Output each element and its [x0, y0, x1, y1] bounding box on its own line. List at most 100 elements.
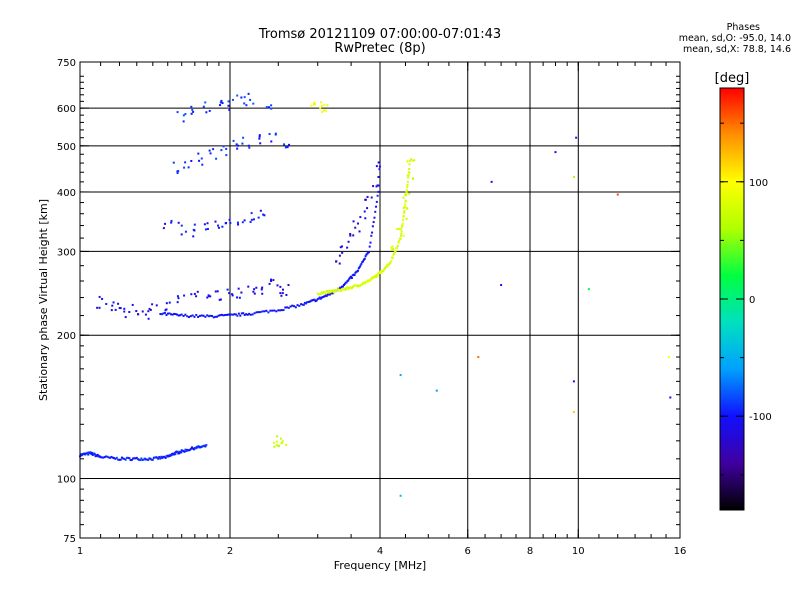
scatter-point — [190, 112, 193, 115]
scatter-point — [221, 225, 224, 228]
trace-point — [375, 273, 378, 276]
scatter-point — [402, 234, 405, 237]
trace-point — [379, 272, 381, 275]
trace-point — [193, 315, 196, 318]
scatter-point — [252, 102, 255, 105]
y-tick-label: 400 — [57, 188, 76, 199]
scatter-point — [399, 228, 402, 231]
trace-point — [99, 456, 102, 459]
colorbar-tick-label: 100 — [749, 178, 768, 189]
trace-point — [307, 301, 310, 304]
scatter-point — [376, 184, 379, 187]
trace-point — [406, 186, 409, 189]
scatter-point — [215, 157, 218, 160]
trace-point — [107, 456, 110, 459]
scatter-point — [375, 165, 378, 168]
trace-point — [328, 293, 331, 296]
x-axis-label: Frequency [MHz] — [334, 559, 426, 572]
trace-point — [310, 299, 313, 302]
scatter-point — [285, 293, 288, 296]
scatter-point — [197, 152, 200, 155]
trace-point — [156, 456, 159, 459]
scatter-point — [270, 104, 273, 107]
trace-point — [103, 456, 106, 459]
scatter-point — [253, 292, 256, 295]
scatter-point — [313, 101, 316, 104]
trace-point — [141, 459, 144, 462]
trace-point — [148, 457, 151, 460]
trace-point — [279, 309, 282, 312]
trace-point — [340, 289, 343, 292]
scatter-point — [250, 212, 253, 215]
scatter-point — [183, 166, 186, 169]
scatter-point — [101, 297, 104, 300]
trace-point — [401, 225, 404, 228]
scatter-point — [237, 223, 240, 226]
trace-point — [160, 313, 163, 316]
scatter-point — [192, 235, 195, 238]
trace-point — [406, 183, 409, 186]
trace-point — [341, 285, 344, 288]
trace-point — [151, 458, 154, 461]
scatter-point — [275, 444, 278, 447]
trace-point — [353, 274, 356, 277]
trace-point — [357, 267, 360, 270]
trace-point — [374, 210, 377, 213]
trace-point — [118, 458, 121, 461]
scatter-point — [268, 282, 271, 285]
scatter-point — [406, 160, 409, 163]
scatter-point — [164, 309, 167, 312]
scatter-point — [235, 143, 238, 146]
x-tick-label: 16 — [674, 546, 687, 557]
colorbar-ticks: 100 0 -100 — [720, 122, 772, 476]
scatter-point — [390, 246, 393, 249]
trace-point — [165, 454, 168, 457]
trace-point — [125, 456, 128, 459]
trace-point — [183, 450, 186, 453]
scatter-point — [98, 295, 101, 298]
trace-point — [187, 316, 190, 319]
scatter-point — [205, 111, 208, 114]
sparse-point — [572, 380, 575, 383]
scatter-point — [177, 221, 180, 224]
trace-point — [361, 283, 364, 286]
trace-point — [375, 200, 378, 203]
scatter-point — [242, 136, 245, 139]
scatter-point — [96, 306, 99, 309]
trace-point — [287, 306, 290, 309]
trace-point — [152, 456, 155, 459]
scatter-point — [226, 288, 229, 291]
scatter-point — [165, 308, 168, 311]
scatter-point — [111, 304, 114, 307]
scatter-point — [270, 140, 273, 143]
trace-point — [100, 456, 103, 459]
scatter-point — [378, 168, 381, 171]
trace-point — [173, 312, 176, 315]
trace-point — [105, 455, 108, 458]
scatter-point — [270, 107, 273, 110]
trace-point — [174, 453, 177, 456]
trace-point — [251, 313, 254, 316]
scatter-point — [272, 279, 275, 282]
trace-point — [90, 451, 93, 454]
trace-point — [407, 170, 410, 173]
trace-point — [184, 448, 187, 451]
scatter-point — [352, 220, 355, 223]
trace-point — [319, 297, 322, 300]
trace-point — [340, 286, 343, 289]
trace-point — [389, 261, 392, 264]
scatter-point — [221, 102, 224, 105]
trace-point — [114, 457, 117, 460]
trace-point — [408, 168, 411, 171]
scatter-point — [257, 216, 260, 219]
scatter-point — [187, 166, 190, 169]
trace-point — [343, 282, 346, 285]
trace-point — [348, 277, 351, 280]
data-points — [79, 92, 672, 497]
trace-point — [217, 314, 220, 317]
trace-point — [245, 313, 248, 316]
trace-point — [165, 313, 168, 316]
scatter-point — [220, 149, 223, 152]
chart-title: Tromsø 20121109 07:00:00-07:01:43 — [258, 27, 502, 42]
scatter-point — [274, 132, 277, 135]
